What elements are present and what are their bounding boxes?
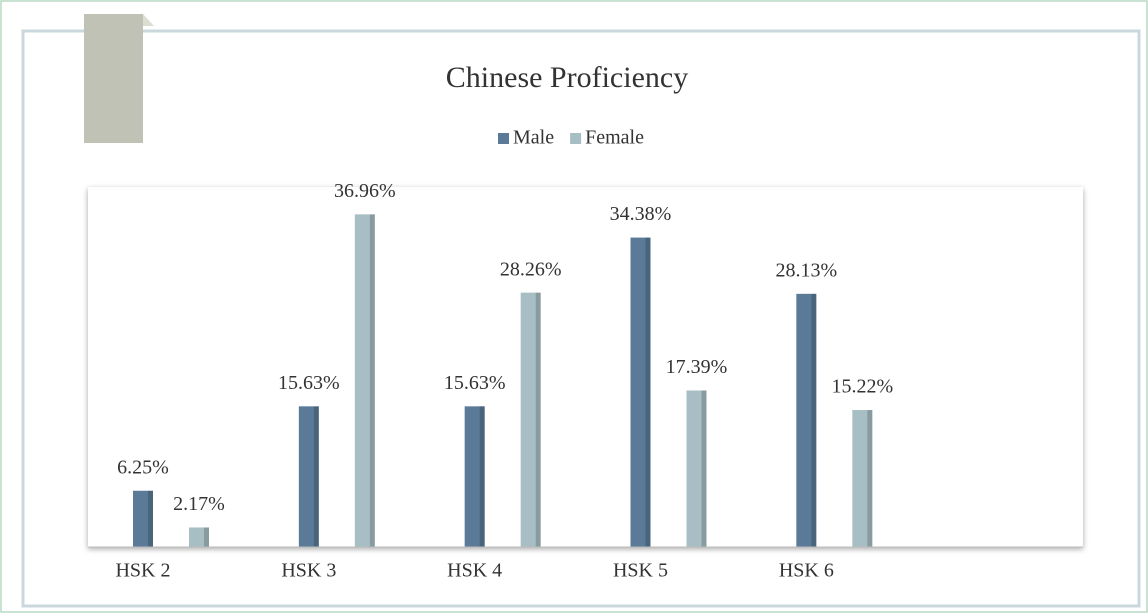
data-label: 34.38% bbox=[610, 203, 672, 225]
bar bbox=[686, 390, 707, 547]
bar-side bbox=[369, 214, 375, 548]
bar bbox=[464, 406, 485, 547]
x-tick-label: HSK 3 bbox=[281, 560, 336, 582]
bar-side bbox=[867, 410, 873, 547]
bar bbox=[189, 527, 209, 547]
legend-swatch bbox=[570, 133, 582, 144]
bar-side bbox=[701, 390, 707, 547]
x-tick-label: HSK 4 bbox=[447, 560, 502, 582]
bar-side bbox=[811, 293, 817, 547]
bar bbox=[796, 293, 817, 547]
tab-fold bbox=[143, 14, 154, 26]
bar bbox=[520, 292, 541, 547]
data-label: 15.63% bbox=[278, 372, 340, 394]
data-label: 36.96% bbox=[334, 180, 396, 202]
data-label: 6.25% bbox=[117, 456, 169, 478]
data-label: 15.63% bbox=[444, 372, 506, 394]
bar bbox=[354, 214, 375, 548]
bar-side bbox=[535, 292, 541, 547]
x-tick-label: HSK 6 bbox=[779, 560, 834, 582]
bar-side bbox=[204, 527, 209, 547]
bar bbox=[852, 410, 873, 547]
bar-side bbox=[148, 490, 153, 547]
frame bbox=[21, 29, 1141, 608]
data-label: 2.17% bbox=[173, 493, 225, 515]
data-label: 28.13% bbox=[775, 259, 837, 281]
x-tick-label: HSK 5 bbox=[613, 560, 668, 582]
bar-side bbox=[645, 237, 651, 547]
x-tick-label: HSK 2 bbox=[115, 560, 170, 582]
legend-swatch bbox=[498, 133, 509, 144]
data-label: 28.26% bbox=[500, 258, 562, 280]
chart-title: Chinese Proficiency bbox=[446, 61, 688, 94]
legend-label: Male bbox=[513, 127, 554, 149]
bar-side bbox=[479, 406, 485, 547]
legend-label: Female bbox=[585, 127, 644, 149]
tab bbox=[84, 14, 143, 143]
bar bbox=[298, 406, 319, 547]
bar-side bbox=[313, 406, 319, 547]
bar bbox=[133, 490, 153, 547]
data-label: 15.22% bbox=[831, 376, 893, 398]
bar bbox=[630, 237, 651, 547]
data-label: 17.39% bbox=[666, 356, 728, 378]
plot-area bbox=[88, 187, 1083, 547]
